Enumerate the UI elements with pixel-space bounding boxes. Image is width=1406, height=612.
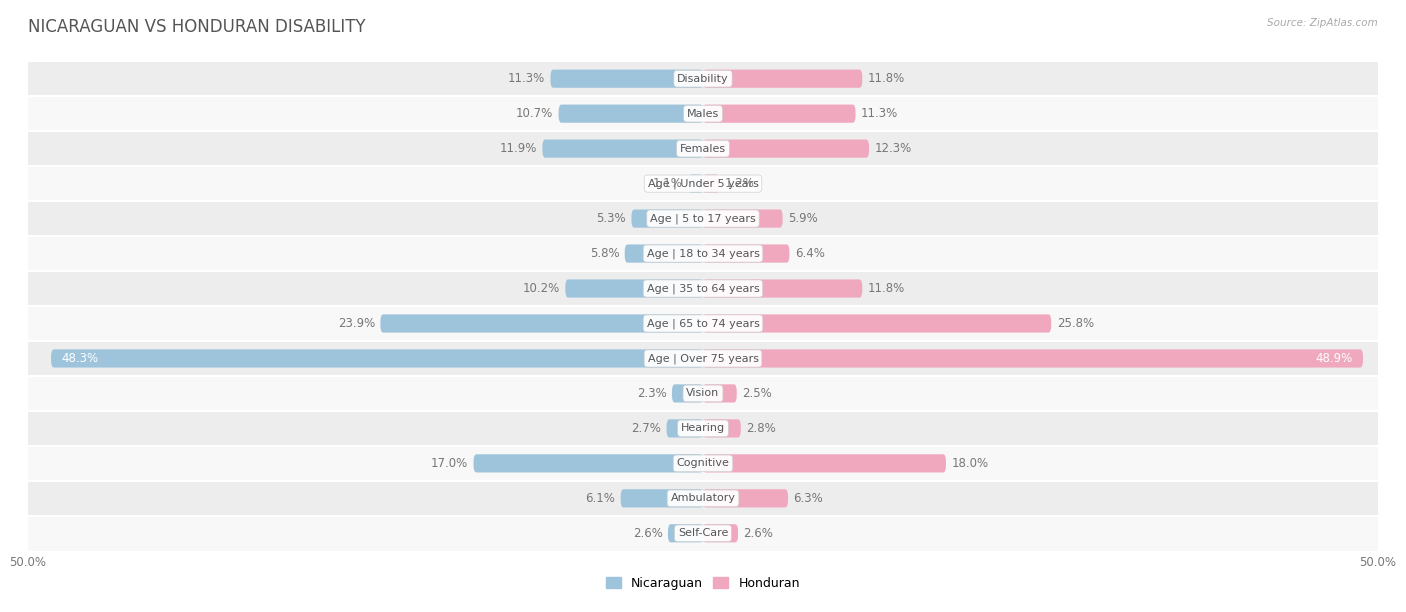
Text: 6.1%: 6.1% <box>585 492 616 505</box>
FancyBboxPatch shape <box>703 489 787 507</box>
Text: 5.9%: 5.9% <box>787 212 818 225</box>
Text: 5.8%: 5.8% <box>589 247 619 260</box>
FancyBboxPatch shape <box>558 105 703 123</box>
FancyBboxPatch shape <box>703 140 869 158</box>
Bar <box>1 166 1405 201</box>
Bar <box>1 446 1405 481</box>
Text: Source: ZipAtlas.com: Source: ZipAtlas.com <box>1267 18 1378 28</box>
FancyBboxPatch shape <box>620 489 703 507</box>
Text: 11.3%: 11.3% <box>508 72 546 85</box>
Text: 6.4%: 6.4% <box>794 247 825 260</box>
FancyBboxPatch shape <box>672 384 703 403</box>
Text: 2.6%: 2.6% <box>633 527 662 540</box>
Bar <box>1 516 1405 551</box>
Text: Cognitive: Cognitive <box>676 458 730 468</box>
FancyBboxPatch shape <box>703 384 737 403</box>
FancyBboxPatch shape <box>703 174 720 193</box>
Text: Age | Over 75 years: Age | Over 75 years <box>648 353 758 364</box>
Bar <box>1 271 1405 306</box>
Text: Vision: Vision <box>686 389 720 398</box>
Text: 10.2%: 10.2% <box>523 282 560 295</box>
Text: Females: Females <box>681 144 725 154</box>
Bar <box>1 96 1405 131</box>
Text: 6.3%: 6.3% <box>793 492 823 505</box>
Text: 48.3%: 48.3% <box>62 352 98 365</box>
Text: Ambulatory: Ambulatory <box>671 493 735 503</box>
Text: NICARAGUAN VS HONDURAN DISABILITY: NICARAGUAN VS HONDURAN DISABILITY <box>28 18 366 36</box>
Text: Age | 65 to 74 years: Age | 65 to 74 years <box>647 318 759 329</box>
Bar <box>1 236 1405 271</box>
Bar <box>1 411 1405 446</box>
Text: Males: Males <box>688 109 718 119</box>
Text: 2.6%: 2.6% <box>744 527 773 540</box>
Text: Hearing: Hearing <box>681 424 725 433</box>
FancyBboxPatch shape <box>703 105 855 123</box>
FancyBboxPatch shape <box>703 315 1052 332</box>
FancyBboxPatch shape <box>703 244 789 263</box>
Text: 11.3%: 11.3% <box>860 107 898 120</box>
Text: 23.9%: 23.9% <box>337 317 375 330</box>
FancyBboxPatch shape <box>703 280 862 297</box>
FancyBboxPatch shape <box>551 70 703 88</box>
Bar <box>1 61 1405 96</box>
Text: 10.7%: 10.7% <box>516 107 553 120</box>
Text: 2.8%: 2.8% <box>747 422 776 435</box>
FancyBboxPatch shape <box>703 70 862 88</box>
FancyBboxPatch shape <box>666 419 703 438</box>
FancyBboxPatch shape <box>668 524 703 542</box>
Bar <box>1 201 1405 236</box>
Bar <box>1 131 1405 166</box>
Text: 2.3%: 2.3% <box>637 387 666 400</box>
Text: 1.2%: 1.2% <box>724 177 755 190</box>
FancyBboxPatch shape <box>474 454 703 472</box>
Text: 18.0%: 18.0% <box>952 457 988 470</box>
FancyBboxPatch shape <box>543 140 703 158</box>
Bar <box>1 376 1405 411</box>
FancyBboxPatch shape <box>703 209 783 228</box>
Text: 1.1%: 1.1% <box>652 177 683 190</box>
Text: Disability: Disability <box>678 73 728 84</box>
FancyBboxPatch shape <box>703 454 946 472</box>
FancyBboxPatch shape <box>688 174 703 193</box>
Bar <box>1 306 1405 341</box>
Legend: Nicaraguan, Honduran: Nicaraguan, Honduran <box>602 572 804 595</box>
FancyBboxPatch shape <box>565 280 703 297</box>
Text: Age | 18 to 34 years: Age | 18 to 34 years <box>647 248 759 259</box>
Text: 25.8%: 25.8% <box>1057 317 1094 330</box>
FancyBboxPatch shape <box>51 349 703 368</box>
Bar <box>1 341 1405 376</box>
Text: 17.0%: 17.0% <box>430 457 468 470</box>
Text: 11.8%: 11.8% <box>868 282 905 295</box>
Text: 48.9%: 48.9% <box>1315 352 1353 365</box>
Text: 2.5%: 2.5% <box>742 387 772 400</box>
FancyBboxPatch shape <box>703 419 741 438</box>
FancyBboxPatch shape <box>631 209 703 228</box>
FancyBboxPatch shape <box>703 349 1362 368</box>
Text: 12.3%: 12.3% <box>875 142 911 155</box>
Text: Age | Under 5 years: Age | Under 5 years <box>648 178 758 189</box>
Bar <box>1 481 1405 516</box>
Text: 2.7%: 2.7% <box>631 422 661 435</box>
Text: Age | 35 to 64 years: Age | 35 to 64 years <box>647 283 759 294</box>
Text: 11.8%: 11.8% <box>868 72 905 85</box>
Text: 11.9%: 11.9% <box>499 142 537 155</box>
FancyBboxPatch shape <box>703 524 738 542</box>
Text: Self-Care: Self-Care <box>678 528 728 539</box>
Text: 5.3%: 5.3% <box>596 212 626 225</box>
FancyBboxPatch shape <box>624 244 703 263</box>
FancyBboxPatch shape <box>381 315 703 332</box>
Text: Age | 5 to 17 years: Age | 5 to 17 years <box>650 214 756 224</box>
